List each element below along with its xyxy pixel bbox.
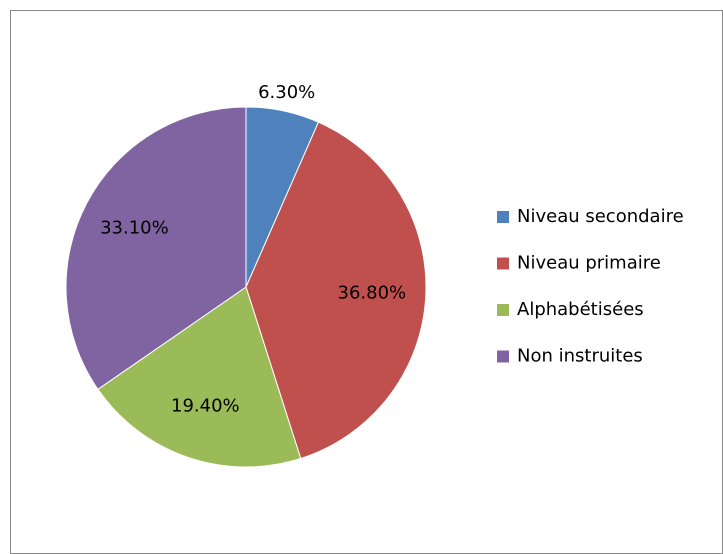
pie-slice — [245, 121, 427, 460]
legend-label: Niveau secondaire — [517, 206, 684, 227]
legend-label: Alphabétisées — [517, 299, 644, 320]
pie-slice — [97, 286, 302, 468]
data-label: 36.80% — [338, 283, 407, 304]
legend-swatch — [497, 350, 509, 363]
data-label: 19.40% — [171, 395, 240, 416]
legend-swatch — [497, 304, 509, 316]
legend-label: Niveau primaire — [517, 253, 661, 274]
legend-label: Non instruites — [517, 346, 643, 367]
data-label: 6.30% — [258, 82, 315, 103]
data-label: 33.10% — [100, 217, 169, 238]
legend-swatch — [497, 257, 509, 270]
pie-slice — [65, 106, 247, 391]
legend-swatch — [497, 211, 509, 223]
